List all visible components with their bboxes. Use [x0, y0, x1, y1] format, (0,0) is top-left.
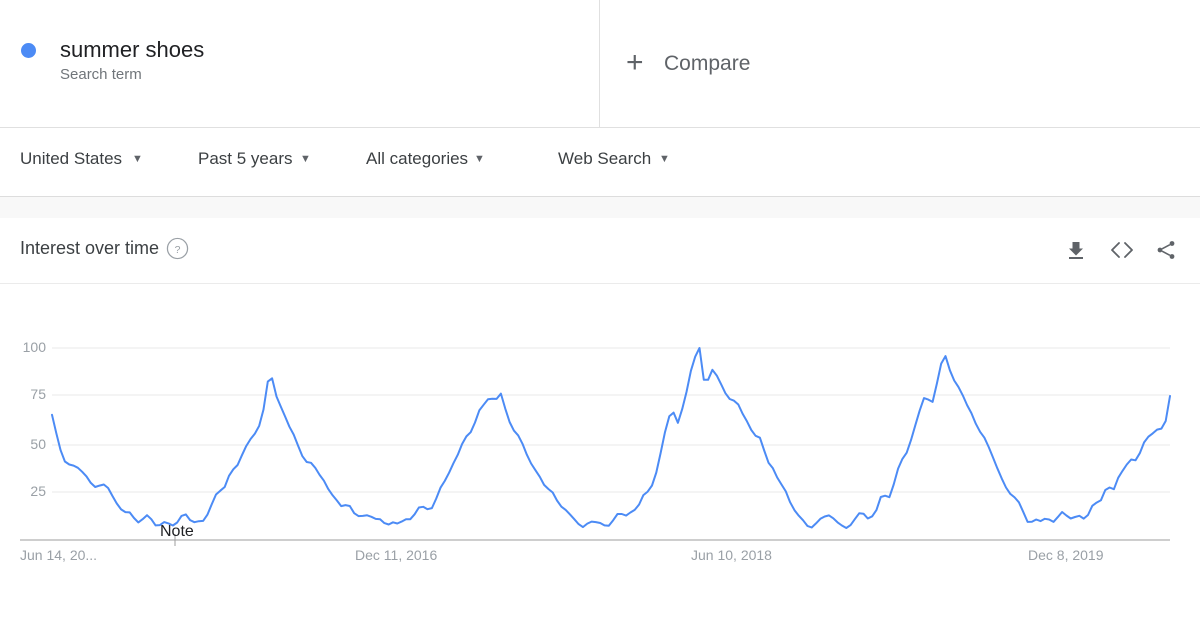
svg-text:75: 75	[30, 386, 46, 402]
svg-text:Note: Note	[160, 523, 194, 540]
svg-text:Dec 11, 2016: Dec 11, 2016	[355, 547, 437, 563]
svg-text:100: 100	[23, 339, 47, 355]
svg-text:Dec 8, 2019: Dec 8, 2019	[1028, 547, 1104, 563]
svg-text:Jun 14, 20...: Jun 14, 20...	[20, 547, 97, 563]
svg-text:Jun 10, 2018: Jun 10, 2018	[691, 547, 772, 563]
svg-text:25: 25	[30, 483, 46, 499]
svg-text:50: 50	[30, 436, 46, 452]
svg-text:?: ?	[175, 244, 181, 256]
